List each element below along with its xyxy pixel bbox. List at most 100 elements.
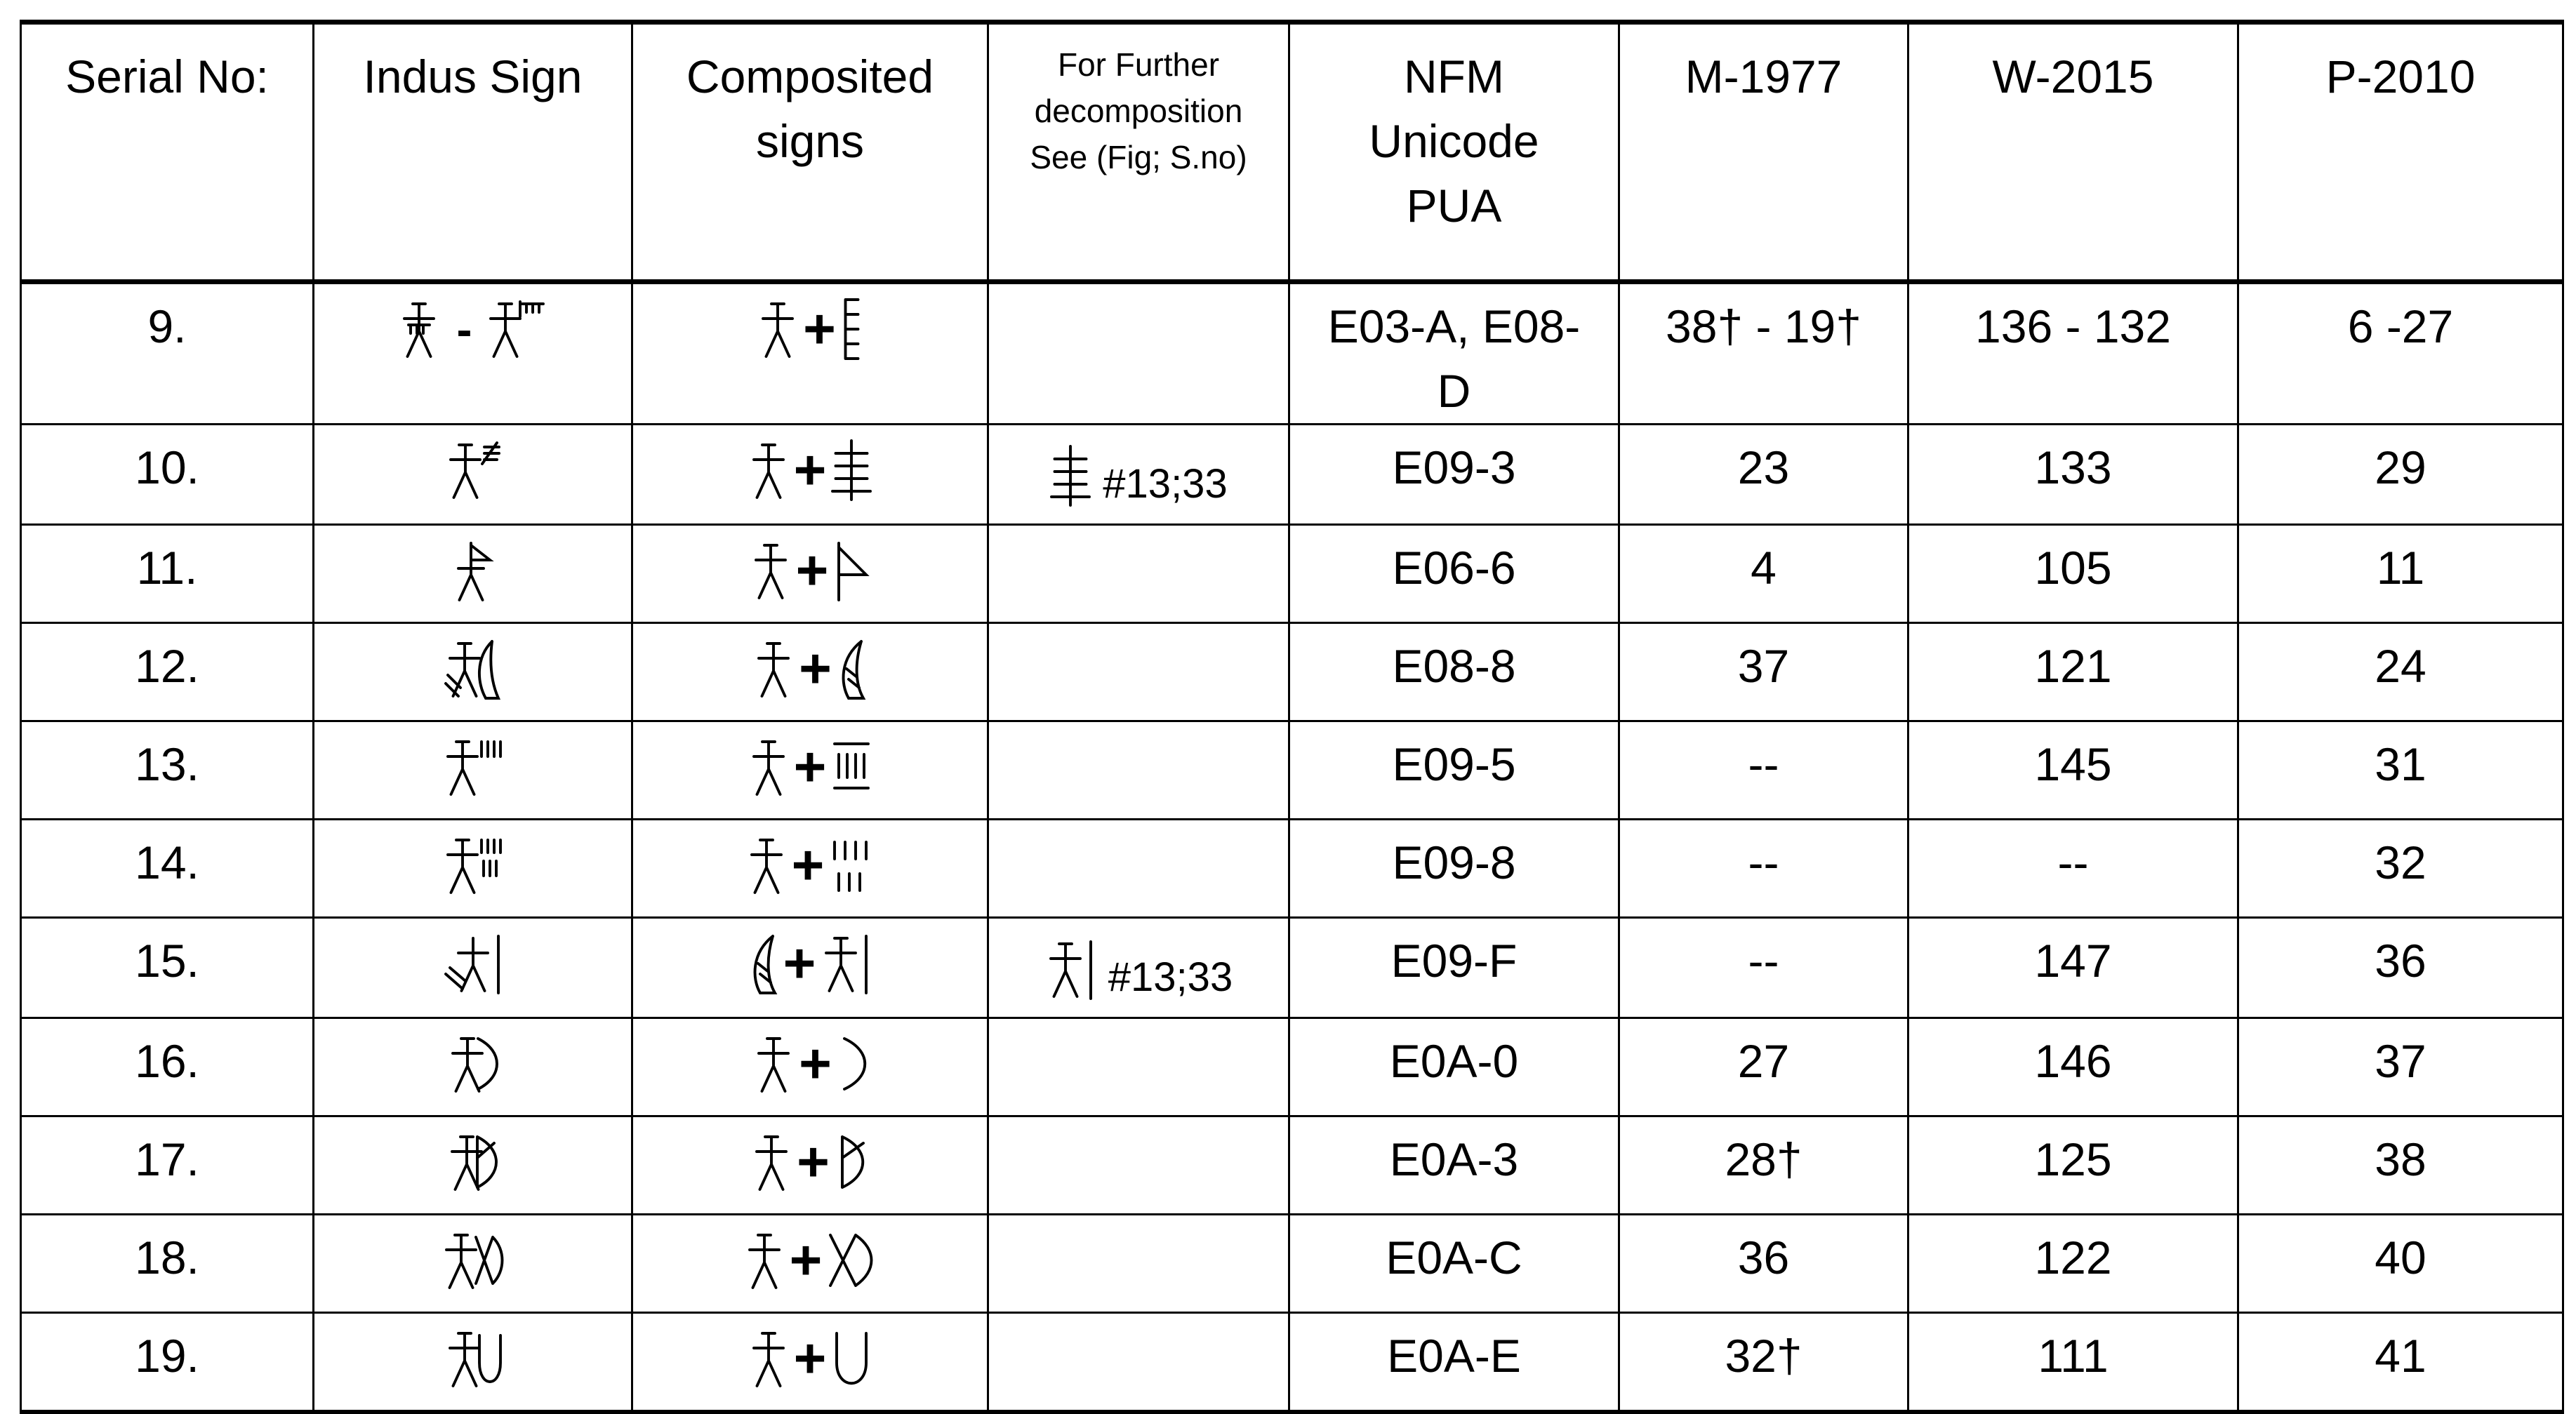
composited-glyphs: +: [748, 928, 873, 999]
m1977-cell: --: [1618, 720, 1909, 820]
indus-sign-cell: [312, 720, 633, 820]
man-seven-strokes-icon: [446, 839, 502, 894]
nfm-cell: E03-A, E08-D: [1288, 279, 1620, 425]
nfm-cell: E0A-E: [1288, 1312, 1620, 1414]
m1977-cell: --: [1618, 818, 1909, 919]
indus-sign-cell: -: [312, 279, 633, 425]
indus-sign-glyphs: [444, 1323, 503, 1394]
composited-cell: +: [631, 916, 989, 1019]
flag-icon: [837, 542, 870, 601]
m1977-cell: 23: [1618, 423, 1909, 526]
man-icon: [757, 1037, 790, 1093]
triple-cross-icon: [1050, 445, 1091, 507]
w2015-cell: 145: [1907, 720, 2239, 820]
plus-sign: +: [789, 1229, 823, 1291]
bow-icon: [842, 1037, 867, 1090]
serial-cell: 19.: [20, 1312, 314, 1414]
serial-cell: 10.: [20, 423, 314, 526]
further-ref: #13;33: [1103, 461, 1228, 507]
dotted-strokes-icon: [833, 742, 870, 789]
further-cell: [987, 818, 1290, 919]
indus-sign-cell: [312, 622, 633, 722]
cross-arc-icon: [829, 1234, 873, 1287]
serial-cell: 13.: [20, 720, 314, 820]
u-shape-icon: [835, 1332, 868, 1385]
table-row: 17. + E0A-3 28† 125 38: [20, 1115, 2564, 1215]
composited-glyphs: +: [748, 435, 873, 505]
table-row: 16. + E0A-0 27 146 37: [20, 1017, 2564, 1117]
man-icon: [752, 740, 785, 796]
man-icon: [754, 544, 787, 599]
further-glyph: [1044, 934, 1097, 1004]
nfm-cell: E09-F: [1288, 916, 1620, 1019]
serial-cell: 9.: [20, 279, 314, 425]
header-further-decomposition: For Further decomposition See (Fig; S.no…: [987, 20, 1290, 284]
composited-cell: +: [631, 622, 989, 722]
indus-sign-glyphs: [441, 830, 505, 900]
header-nfm-unicode: NFM Unicode PUA: [1288, 20, 1620, 284]
serial-cell: 11.: [20, 523, 314, 624]
serial-cell: 15.: [20, 916, 314, 1019]
man-icon: [762, 302, 795, 358]
nfm-cell: E09-5: [1288, 720, 1620, 820]
header-w2015: W-2015: [1907, 20, 2239, 284]
p2010-cell: 40: [2237, 1213, 2564, 1314]
further-cell: [987, 1017, 1290, 1117]
man-icon: [750, 839, 783, 894]
header-composited: Composited signs: [631, 20, 989, 284]
further-glyph: [1049, 441, 1091, 511]
serial-cell: 12.: [20, 622, 314, 722]
w2015-cell: --: [1907, 818, 2239, 919]
indus-sign-cell: [312, 1213, 633, 1314]
man-cross-arc-icon: [445, 1234, 504, 1289]
man-bar-icon: [825, 935, 868, 994]
serial-cell: 18.: [20, 1213, 314, 1314]
serial-cell: 16.: [20, 1017, 314, 1117]
indus-sign-glyphs: [444, 634, 503, 704]
man-icon: [748, 1234, 781, 1289]
w2015-cell: 125: [1907, 1115, 2239, 1215]
composited-glyphs: +: [757, 294, 863, 364]
m1977-cell: 37: [1618, 622, 1909, 722]
composited-cell: +: [631, 720, 989, 820]
header-m1977: M-1977: [1618, 20, 1909, 284]
composited-glyphs: +: [750, 535, 871, 606]
plus-sign: +: [799, 1032, 832, 1095]
man-comb-body-icon: [402, 302, 435, 358]
p2010-cell: 36: [2237, 916, 2564, 1019]
p2010-cell: 41: [2237, 1312, 2564, 1414]
header-indus-sign: Indus Sign: [312, 20, 633, 284]
header-serial: Serial No:: [20, 20, 314, 284]
man-bow-icon: [451, 1037, 498, 1093]
table-row: 19. + E0A-E 32† 111 41: [20, 1312, 2564, 1414]
composited-cell: +: [631, 818, 989, 919]
p2010-cell: 24: [2237, 622, 2564, 722]
m1977-cell: 36: [1618, 1213, 1909, 1314]
nfm-cell: E0A-C: [1288, 1213, 1620, 1314]
man-comb-icon: [489, 300, 545, 358]
composited-cell: +: [631, 1213, 989, 1314]
composited-cell: +: [631, 279, 989, 425]
table-row: 15. + #13;33 E09-F -- 147 36: [20, 916, 2564, 1019]
man-flag-icon: [456, 542, 494, 601]
indus-sign-cell: [312, 1312, 633, 1414]
composited-glyphs: +: [745, 830, 875, 900]
further-cell: [987, 1213, 1290, 1314]
man-bar-icon: [1049, 940, 1092, 1000]
w2015-cell: 121: [1907, 622, 2239, 722]
further-ref: #13;33: [1108, 954, 1233, 1000]
bow-stroke-icon: [840, 1135, 865, 1189]
composited-cell: +: [631, 1017, 989, 1117]
w2015-cell: 146: [1907, 1017, 2239, 1117]
nfm-cell: E09-8: [1288, 818, 1620, 919]
p2010-cell: 37: [2237, 1017, 2564, 1117]
further-cell: [987, 1312, 1290, 1414]
man-shaded-horn-icon: [444, 640, 500, 700]
man-four-strokes-icon: [446, 740, 502, 796]
further-cell: [987, 720, 1290, 820]
m1977-cell: 28†: [1618, 1115, 1909, 1215]
horn-icon: [842, 640, 866, 700]
man-u-icon: [448, 1332, 502, 1387]
plus-sign: +: [783, 932, 816, 994]
indus-sign-glyphs: [446, 1127, 500, 1197]
